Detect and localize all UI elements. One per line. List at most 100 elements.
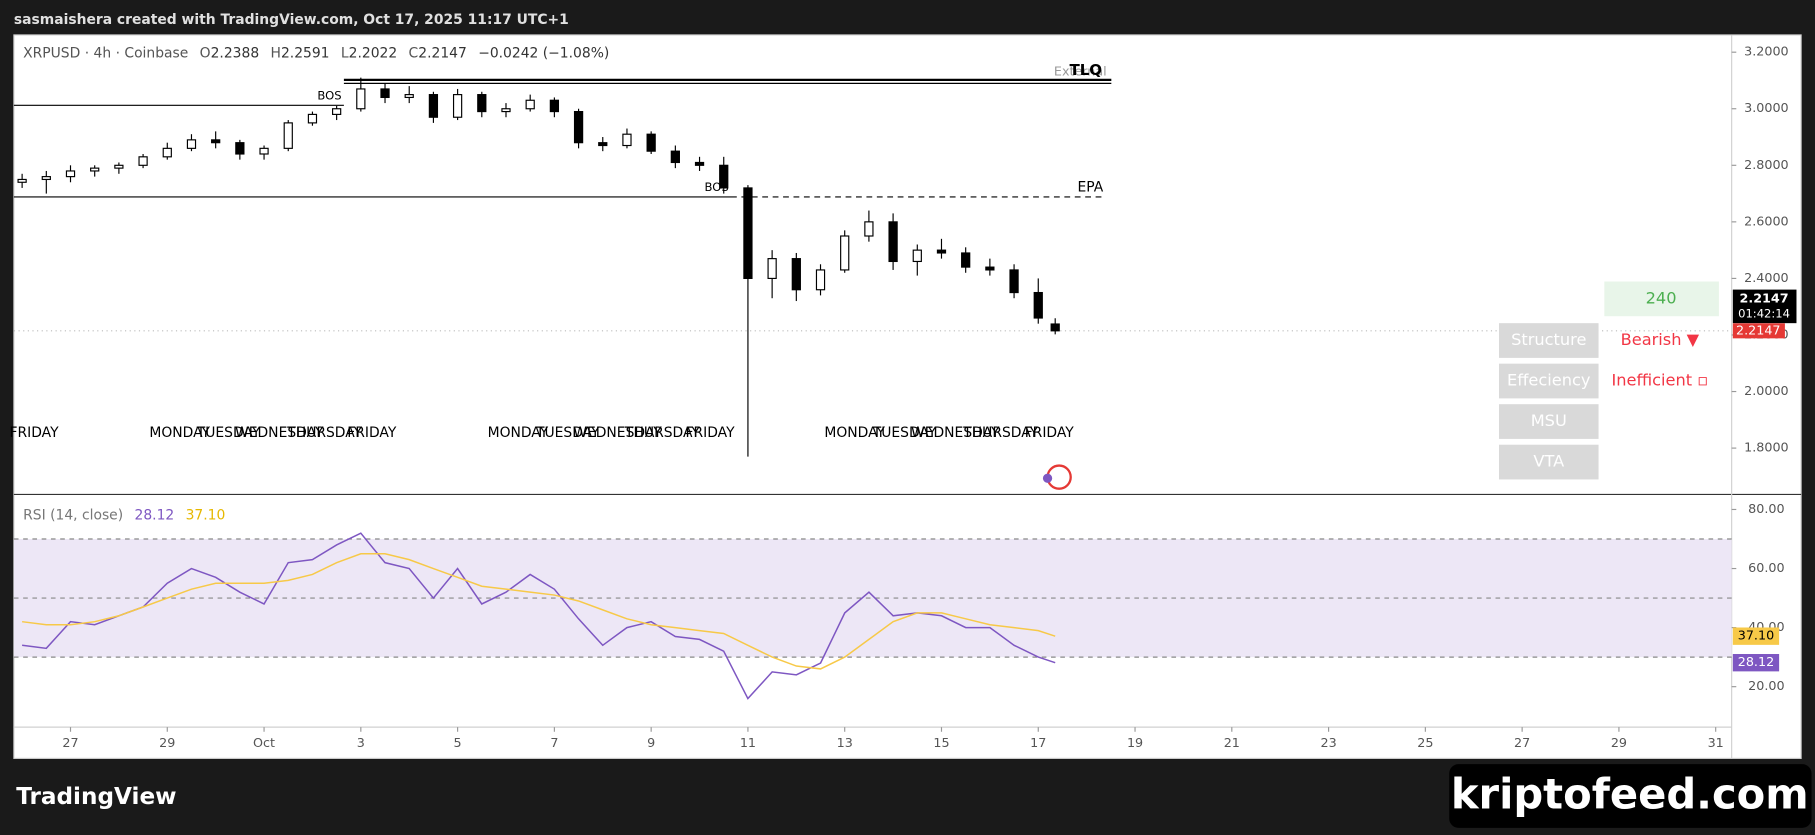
candle-body — [985, 266, 995, 271]
x-tick-label: 27 — [62, 736, 78, 751]
panel-button — [1498, 363, 1599, 399]
legend-change: −0.0242 (−1.08%) — [478, 45, 609, 61]
session-label: TUESDAY — [872, 425, 937, 441]
candle-body — [743, 187, 753, 280]
x-tick-label: 25 — [1417, 736, 1433, 751]
session-label: FRIDAY — [1025, 425, 1075, 441]
candle-body — [1050, 323, 1060, 332]
candle-body — [961, 252, 971, 268]
rsi-legend: RSI (14, close) 28.12 37.10 — [23, 507, 225, 523]
y-tick-label: 2.4000 — [1744, 271, 1789, 286]
candle-body — [162, 147, 172, 158]
x-tick-label: 19 — [1127, 736, 1143, 751]
panel-status: Inefficient ▫ — [1612, 371, 1709, 390]
x-tick-label: 7 — [550, 736, 558, 751]
candle-body — [622, 133, 632, 147]
rsi-tag-value: 28.12 — [1738, 655, 1774, 670]
session-label: WEDNESDAY — [573, 425, 662, 441]
watermark: kriptofeed.com — [1451, 770, 1809, 819]
x-tick-label: 31 — [1708, 736, 1724, 751]
x-tick-label: 29 — [159, 736, 175, 751]
timeframe: 240 — [1646, 288, 1677, 307]
session-label: WEDNESDAY — [911, 425, 1000, 441]
candle-body — [767, 258, 777, 280]
x-tick-label: 21 — [1224, 736, 1240, 751]
rsi-value: 28.12 — [135, 507, 175, 523]
panel-button — [1498, 444, 1599, 480]
panel-status: Bearish ▼ — [1621, 330, 1700, 349]
price-tag-value: 2.2147 — [1740, 291, 1789, 306]
candle-body — [791, 258, 801, 291]
rsi-tag — [1732, 627, 1780, 645]
x-tick-label: Oct — [253, 736, 275, 751]
x-tick-label: 3 — [357, 736, 365, 751]
candle-body — [694, 161, 705, 166]
y-tick-label: 80.00 — [1748, 502, 1784, 517]
panel-button-label: Structure — [1511, 330, 1586, 349]
level-label: TLQ — [1069, 61, 1102, 79]
candle-body — [1033, 291, 1043, 319]
session-label: MONDAY — [488, 425, 549, 441]
candle-body — [936, 249, 947, 254]
candle-body — [235, 142, 245, 155]
y-tick-label: 3.2000 — [1744, 45, 1789, 60]
rsi-tag-value: 37.10 — [1738, 629, 1774, 644]
session-label: FRIDAY — [686, 425, 736, 441]
session-label: THURSDAY — [624, 425, 700, 441]
x-tick-label: 15 — [933, 736, 949, 751]
price-tag — [1732, 289, 1797, 324]
rsi-line — [22, 532, 1056, 700]
candle-body — [17, 178, 27, 183]
y-tick-label: 3.0000 — [1744, 101, 1789, 116]
candle-body — [404, 94, 414, 99]
x-tick-label: 9 — [647, 736, 655, 751]
candle-body — [719, 164, 729, 189]
session-label: MONDAY — [149, 425, 210, 441]
x-tick-label: 11 — [740, 736, 756, 751]
session-label: TUESDAY — [196, 425, 261, 441]
panel-button — [1498, 323, 1599, 358]
candle-body — [815, 269, 826, 291]
candle-body — [380, 88, 390, 99]
x-tick-label: 5 — [454, 736, 462, 751]
legend-open: 2.2388 — [211, 45, 260, 61]
panel-button-label: MSU — [1531, 411, 1567, 430]
rsi-band — [13, 539, 1732, 658]
chart-layer: 1.80002.00002.20002.40002.60002.80003.00… — [10, 45, 1797, 751]
legend-low: 2.2022 — [349, 45, 398, 61]
session-label: MONDAY — [824, 425, 885, 441]
price-legend: XRPUSD · 4h · Coinbase O2.2388 H2.2591 L… — [23, 45, 609, 61]
candle-body — [259, 147, 269, 155]
panel-button-label: Effeciency — [1507, 371, 1591, 390]
candle-body — [65, 170, 76, 178]
candle-body — [332, 108, 342, 115]
candle-body — [573, 110, 584, 144]
candle-body — [840, 235, 850, 271]
candle-body — [90, 167, 100, 172]
candle-body — [211, 139, 221, 144]
session-label: THURSDAY — [286, 425, 362, 441]
y-tick-label: 20.00 — [1748, 679, 1784, 694]
watermark-box — [1449, 764, 1812, 828]
legend-close: 2.2147 — [418, 45, 467, 61]
price-tag-red — [1732, 323, 1785, 339]
x-tick-label: 27 — [1514, 736, 1530, 751]
panel-button-label: VTA — [1533, 452, 1564, 471]
header-caption: sasmaishera created with TradingView.com… — [14, 12, 569, 28]
x-tick-label: 23 — [1320, 736, 1336, 751]
legend-high: 2.2591 — [281, 45, 330, 61]
level-sublabel: External — [1054, 64, 1107, 79]
x-tick-label: 29 — [1611, 736, 1627, 751]
level-label: EPA — [1077, 180, 1103, 196]
legend-h: H — [271, 45, 281, 61]
panel: Structure Bearish ▼ Effeciency Inefficient … — [1498, 323, 1709, 480]
candle-body — [283, 122, 293, 149]
symbol: XRPUSD · 4h · Coinbase — [23, 45, 188, 61]
candle-body — [598, 142, 608, 147]
footer-logo: TradingView — [16, 784, 176, 810]
y-tick-label: 2.6000 — [1744, 214, 1789, 229]
candle-body — [428, 94, 439, 118]
y-tick-label: 2.8000 — [1744, 158, 1789, 173]
legend-c: C — [409, 45, 419, 61]
candle-body — [646, 133, 656, 152]
